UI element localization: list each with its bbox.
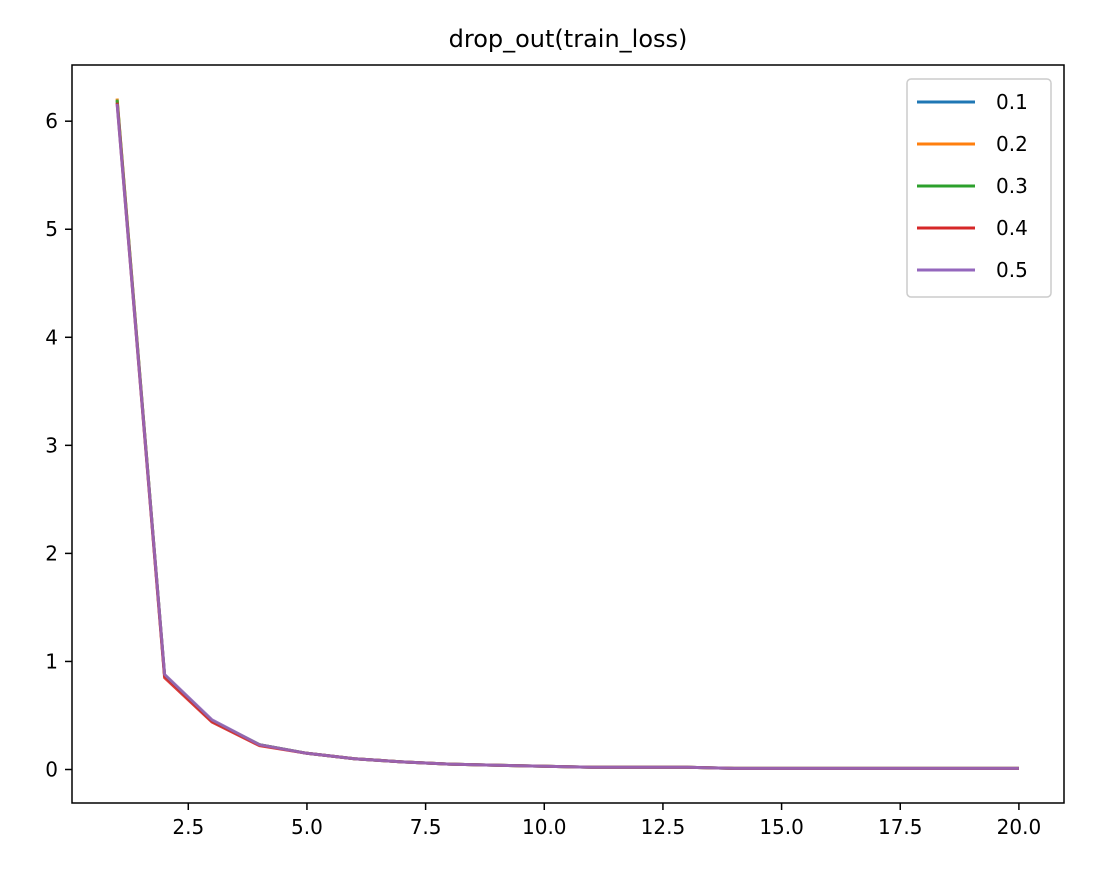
x-tick-label: 5.0	[291, 815, 323, 839]
y-tick-label: 1	[45, 649, 58, 673]
series-line-0.5	[115, 103, 1019, 770]
x-axis: 2.5 5.0 7.5 10.0 12.5 15.0 17.5 20.0	[172, 803, 1041, 839]
legend-label: 0.1	[996, 90, 1028, 114]
y-tick-label: 6	[45, 109, 58, 133]
x-tick-label: 12.5	[641, 815, 686, 839]
x-tick-label: 10.0	[522, 815, 567, 839]
legend-box	[906, 78, 1052, 298]
plot-frame	[71, 64, 1065, 804]
x-tick-label: 15.0	[759, 815, 804, 839]
plot-lines	[115, 98, 1019, 770]
y-tick-label: 4	[45, 325, 58, 349]
y-tick-label: 0	[45, 758, 58, 782]
legend-label: 0.3	[996, 174, 1028, 198]
x-tick-label: 7.5	[410, 815, 442, 839]
y-tick-label: 5	[45, 217, 58, 241]
x-tick-label: 2.5	[172, 815, 204, 839]
legend-label: 0.5	[996, 258, 1028, 282]
x-tick-label: 17.5	[878, 815, 923, 839]
legend-label: 0.2	[996, 132, 1028, 156]
x-tick-label: 20.0	[997, 815, 1042, 839]
chart-title: drop_out(train_loss)	[449, 25, 688, 53]
y-tick-label: 2	[45, 541, 58, 565]
y-axis: 0 1 2 3 4 5 6	[45, 109, 72, 782]
legend-label: 0.4	[996, 216, 1028, 240]
legend: 0.1 0.2 0.3 0.4 0.5	[906, 78, 1052, 298]
y-tick-label: 3	[45, 433, 58, 457]
